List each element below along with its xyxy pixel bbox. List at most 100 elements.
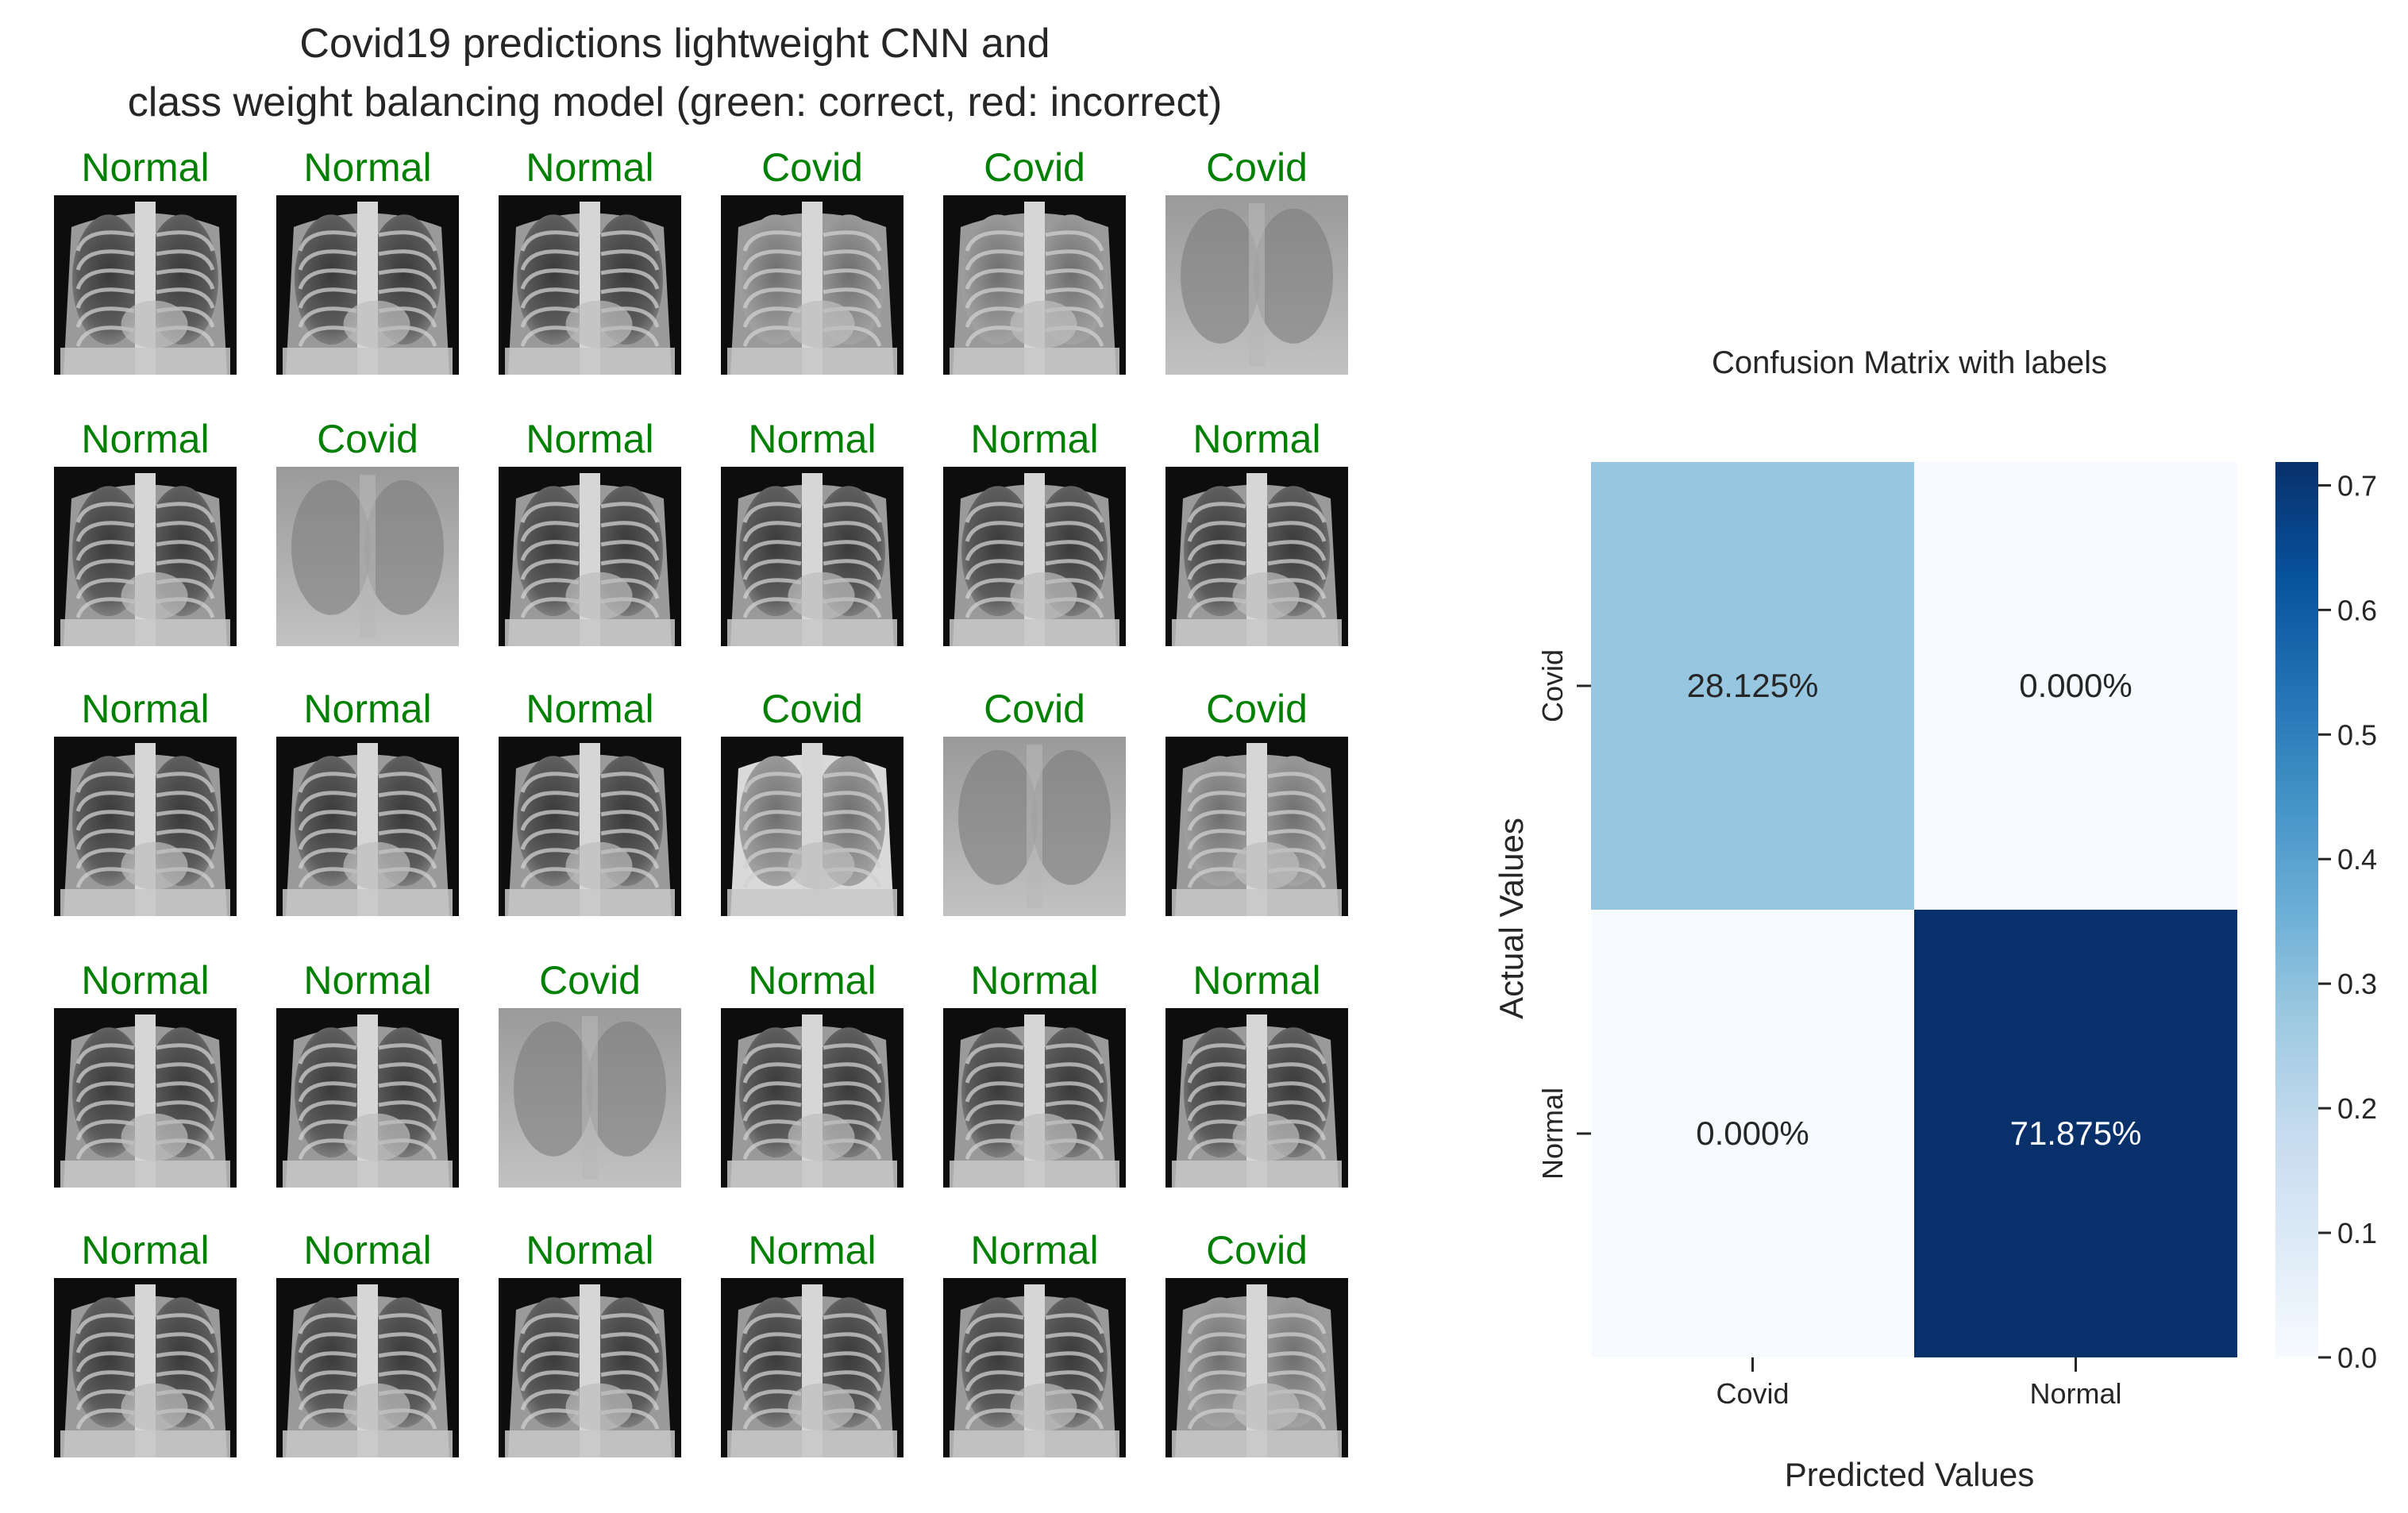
xray-tile: Normal <box>499 1228 681 1457</box>
xray-prediction-label: Covid <box>539 958 641 1003</box>
xray-tile: Covid <box>499 958 681 1188</box>
cm-cells: 28.125% 0.000% 0.000% 71.875% <box>1591 462 2237 1357</box>
cm-colorbar-tick-label: 0.0 <box>2337 1342 2377 1374</box>
cm-x-axis: Covid Normal <box>1716 1357 2122 1410</box>
xray-prediction-label: Normal <box>526 1228 653 1272</box>
xray-tile: Normal <box>54 145 237 375</box>
cm-title: Confusion Matrix with labels <box>1712 345 2107 380</box>
xray-prediction-label: Normal <box>81 958 209 1003</box>
xray-image <box>499 737 681 916</box>
xray-image <box>276 467 459 646</box>
xray-prediction-label: Covid <box>1206 1228 1308 1272</box>
xray-image <box>276 1008 459 1188</box>
cm-cell-annotation: 0.000% <box>2019 667 2132 704</box>
prediction-gallery: Normal Normal Normal Covid Covid Covid Normal C… <box>54 145 1348 1457</box>
cm-y-axis-label: Actual Values <box>1493 818 1530 1019</box>
xray-image <box>1165 1008 1348 1188</box>
xray-image <box>943 1278 1126 1457</box>
xray-image <box>276 195 459 375</box>
xray-tile: Normal <box>721 958 903 1188</box>
xray-tile: Covid <box>1165 687 1348 916</box>
xray-prediction-label: Covid <box>984 687 1085 731</box>
xray-image <box>54 1278 237 1457</box>
xray-tile: Covid <box>276 417 459 646</box>
xray-prediction-label: Normal <box>748 417 876 461</box>
xray-prediction-label: Normal <box>81 417 209 461</box>
xray-prediction-label: Covid <box>1206 687 1308 731</box>
xray-image <box>54 467 237 646</box>
cm-colorbar-gradient <box>2275 462 2318 1357</box>
xray-image <box>276 737 459 916</box>
xray-tile: Covid <box>1165 145 1348 375</box>
xray-image <box>943 195 1126 375</box>
xray-image <box>721 1008 903 1188</box>
xray-prediction-label: Normal <box>748 958 876 1003</box>
cm-y-tick-label: Covid <box>1536 649 1569 722</box>
cm-colorbar-tick-label: 0.5 <box>2337 718 2377 751</box>
xray-image <box>721 467 903 646</box>
cm-colorbar-tick-label: 0.7 <box>2337 469 2377 502</box>
xray-tile: Normal <box>1165 417 1348 646</box>
cm-colorbar: 0.0 0.1 0.2 0.3 0.4 0.5 0.6 0.7 <box>2275 462 2377 1374</box>
xray-prediction-label: Normal <box>970 417 1098 461</box>
xray-tile: Normal <box>54 417 237 646</box>
xray-image <box>499 467 681 646</box>
xray-image <box>499 195 681 375</box>
cm-cell-annotation: 28.125% <box>1687 667 1819 704</box>
xray-prediction-label: Normal <box>303 145 431 190</box>
xray-tile: Normal <box>721 1228 903 1457</box>
xray-tile: Normal <box>499 687 681 916</box>
xray-prediction-label: Normal <box>81 145 209 190</box>
xray-prediction-label: Normal <box>526 687 653 731</box>
xray-tile: Normal <box>943 1228 1126 1457</box>
xray-image <box>1165 195 1348 375</box>
cm-cell <box>1914 462 2237 910</box>
cm-colorbar-tick-label: 0.2 <box>2337 1092 2377 1125</box>
xray-prediction-label: Normal <box>81 1228 209 1272</box>
xray-image <box>54 1008 237 1188</box>
confusion-matrix: Confusion Matrix with labels 28.125% 0.00… <box>1493 345 2377 1493</box>
cm-colorbar-tick-label: 0.4 <box>2337 843 2377 876</box>
cm-cell <box>1591 462 1914 910</box>
xray-tile: Covid <box>721 687 903 916</box>
xray-image <box>1165 1278 1348 1457</box>
xray-prediction-label: Normal <box>526 417 653 461</box>
xray-prediction-label: Normal <box>970 958 1098 1003</box>
xray-image <box>721 195 903 375</box>
cm-y-tick-label: Normal <box>1536 1088 1569 1180</box>
xray-tile: Normal <box>943 958 1126 1188</box>
cm-x-tick-label: Normal <box>2029 1377 2121 1410</box>
xray-tile: Normal <box>499 417 681 646</box>
xray-tile: Normal <box>276 687 459 916</box>
xray-prediction-label: Normal <box>1192 958 1320 1003</box>
xray-prediction-label: Covid <box>761 145 863 190</box>
xray-tile: Normal <box>54 1228 237 1457</box>
xray-image <box>721 1278 903 1457</box>
xray-tile: Normal <box>54 958 237 1188</box>
xray-image <box>943 1008 1126 1188</box>
xray-tile: Covid <box>721 145 903 375</box>
xray-tile: Covid <box>943 145 1126 375</box>
xray-prediction-label: Normal <box>748 1228 876 1272</box>
xray-image <box>499 1278 681 1457</box>
xray-prediction-label: Covid <box>761 687 863 731</box>
xray-image <box>276 1278 459 1457</box>
xray-prediction-label: Covid <box>984 145 1085 190</box>
xray-tile: Covid <box>1165 1228 1348 1457</box>
xray-prediction-label: Normal <box>303 687 431 731</box>
xray-image <box>499 1008 681 1188</box>
xray-tile: Normal <box>276 958 459 1188</box>
xray-image <box>1165 467 1348 646</box>
gallery-title-line1: Covid19 predictions lightweight CNN and <box>299 21 1050 67</box>
xray-tile: Normal <box>1165 958 1348 1188</box>
cm-colorbar-tick-label: 0.1 <box>2337 1217 2377 1249</box>
xray-image <box>943 737 1126 916</box>
xray-tile: Normal <box>943 417 1126 646</box>
xray-tile: Normal <box>721 417 903 646</box>
xray-prediction-label: Normal <box>1192 417 1320 461</box>
cm-cell <box>1591 910 1914 1357</box>
xray-image <box>54 195 237 375</box>
xray-tile: Covid <box>943 687 1126 916</box>
xray-image <box>943 467 1126 646</box>
